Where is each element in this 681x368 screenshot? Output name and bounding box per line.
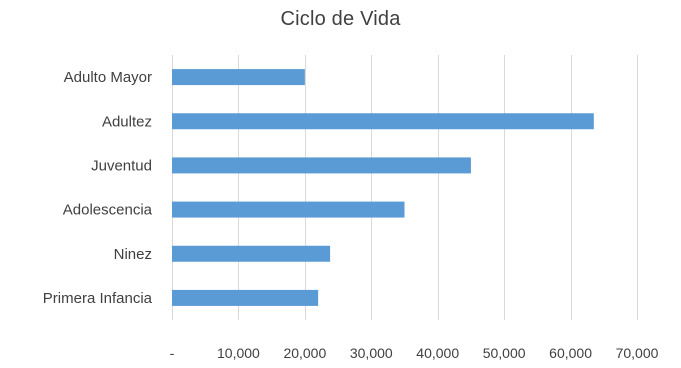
bar-series (172, 69, 594, 306)
x-tick-label: 20,000 (283, 345, 326, 361)
x-tick-label: 60,000 (549, 345, 592, 361)
x-tick-label: 70,000 (616, 345, 659, 361)
bar (172, 69, 305, 86)
category-axis: Adulto Mayor Adultez Juventud Adolescencia N… (43, 69, 153, 307)
category-label: Adulto Mayor (64, 69, 152, 86)
category-label: Adolescencia (63, 202, 153, 219)
x-tick-label: 50,000 (483, 345, 526, 361)
x-tick-label: - (170, 345, 175, 361)
bar (172, 201, 405, 218)
value-axis: - 10,000 20,000 30,000 40,000 50,000 60,000 70,… (170, 345, 659, 361)
x-tick-label: 10,000 (217, 345, 260, 361)
x-tick-label: 30,000 (350, 345, 393, 361)
category-label: Ninez (114, 246, 152, 263)
x-tick-label: 40,000 (416, 345, 459, 361)
chart-title: Ciclo de Vida (280, 8, 401, 30)
bar (172, 245, 331, 262)
category-label: Primera Infancia (43, 290, 153, 307)
category-label: Juventud (91, 157, 152, 174)
category-label: Adultez (102, 113, 152, 130)
grid-lines (172, 55, 638, 320)
bar (172, 289, 319, 306)
bar (172, 157, 471, 174)
bar (172, 113, 594, 130)
